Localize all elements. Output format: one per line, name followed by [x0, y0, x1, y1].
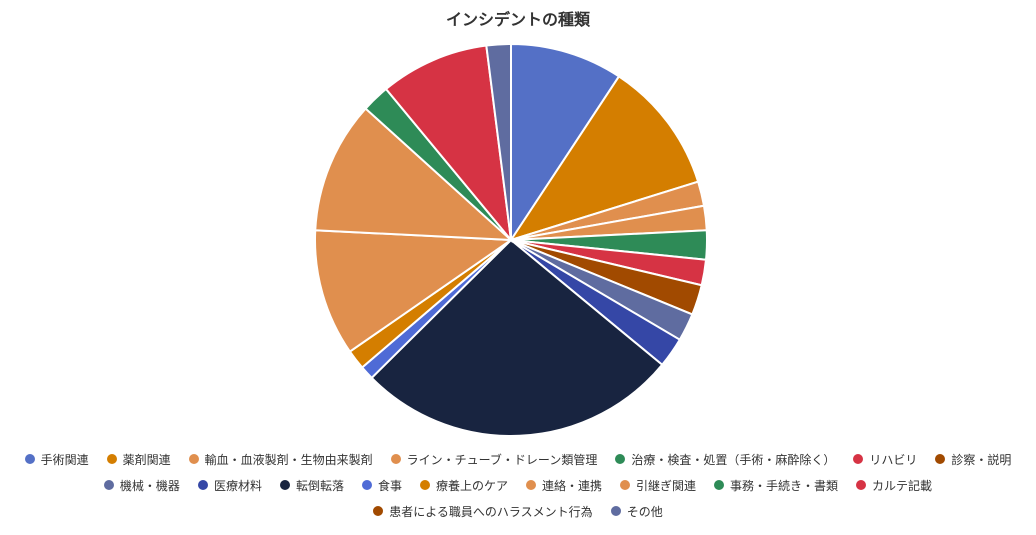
legend-marker: [935, 454, 946, 464]
legend-item[interactable]: カルテ記載: [856, 477, 932, 494]
legend-label: 薬剤関連: [122, 452, 171, 467]
legend-marker: [106, 454, 117, 464]
pie-slice[interactable]: [485, 42, 512, 241]
legend-label: リハビリ: [869, 452, 918, 467]
legend-row: 手術関連 薬剤関連 輸血・血液製剤・生物由来製剤 ライン・チューブ・ドレーン類管理 治療…: [10, 446, 1026, 472]
legend-marker: [615, 454, 626, 464]
legend-marker: [419, 480, 430, 490]
legend-label: 手術関連: [40, 452, 89, 467]
legend-label: その他: [626, 504, 663, 519]
legend-marker: [361, 480, 372, 490]
legend-row: 患者による職員へのハラスメント行為 その他: [10, 498, 1026, 524]
legend-label: カルテ記載: [872, 478, 933, 493]
legend-label: 食事: [377, 478, 402, 493]
legend-label: 輸血・血液製剤・生物由来製剤: [204, 452, 373, 467]
legend-item[interactable]: 連絡・連携: [526, 477, 602, 494]
legend-marker: [526, 480, 536, 490]
legend-label: 医療材料: [213, 478, 262, 493]
pie-slice[interactable]: [508, 75, 700, 242]
legend-label: 療養上のケア: [435, 478, 508, 493]
legend-label: 転倒転落: [295, 478, 344, 493]
legend-item[interactable]: 転倒転落: [279, 477, 344, 494]
legend-item[interactable]: 輸血・血液製剤・生物由来製剤: [188, 451, 373, 468]
legend-item[interactable]: その他: [610, 503, 663, 520]
legend-label: 治療・検査・処置（手術・麻酔除く）: [631, 452, 836, 467]
legend-label: ライン・チューブ・ドレーン類管理: [406, 452, 598, 467]
legend-item[interactable]: 患者による職員へのハラスメント行為: [373, 503, 593, 520]
legend-item[interactable]: 医療材料: [197, 477, 262, 494]
legend-label: 連絡・連携: [542, 478, 603, 493]
chart-title: インシデントの種類: [445, 10, 590, 29]
pie-slice[interactable]: [370, 238, 664, 437]
legend-marker: [390, 454, 401, 464]
legend-marker: [188, 454, 199, 464]
legend-marker: [103, 480, 114, 490]
legend: 手術関連 薬剤関連 輸血・血液製剤・生物由来製剤 ライン・チューブ・ドレーン類管理 治療…: [10, 446, 1026, 524]
legend-item[interactable]: 機械・機器: [103, 477, 180, 494]
legend-marker: [279, 480, 290, 490]
pie-slice[interactable]: [314, 107, 514, 242]
legend-marker: [620, 480, 631, 490]
legend-item[interactable]: ライン・チューブ・ドレーン類管理: [390, 451, 598, 468]
legend-marker: [373, 506, 384, 516]
legend-item[interactable]: 食事: [361, 477, 402, 494]
legend-label: 引継ぎ関連: [636, 478, 697, 493]
legend-marker: [714, 480, 725, 490]
pie-slice[interactable]: [314, 229, 514, 353]
legend-item[interactable]: 診察・説明: [935, 451, 1011, 468]
pie-slice[interactable]: [384, 44, 513, 244]
legend-label: 患者による職員へのハラスメント行為: [389, 504, 593, 519]
legend-item[interactable]: 療養上のケア: [419, 477, 508, 494]
legend-item[interactable]: 治療・検査・処置（手術・麻酔除く）: [615, 451, 835, 468]
legend-marker: [610, 506, 621, 516]
pie-chart: [314, 42, 708, 437]
legend-label: 診察・説明: [951, 452, 1012, 467]
legend-marker: [856, 480, 867, 490]
legend-label: 事務・手続き・書類: [730, 478, 839, 493]
legend-row: 機械・機器 医療材料 転倒転落 食事 療養上のケア 連絡・連携 引継ぎ関連 事務・手続き・書類…: [10, 472, 1026, 498]
legend-item[interactable]: リハビリ: [853, 451, 917, 468]
pie-slice[interactable]: [510, 42, 621, 244]
legend-item[interactable]: 引継ぎ関連: [620, 477, 696, 494]
legend-label: 機械・機器: [119, 478, 180, 493]
legend-marker: [853, 454, 864, 464]
legend-item[interactable]: 薬剤関連: [106, 451, 171, 468]
legend-marker: [24, 454, 35, 464]
legend-item[interactable]: 事務・手続き・書類: [714, 477, 838, 494]
legend-item[interactable]: 手術関連: [24, 451, 89, 468]
legend-marker: [197, 480, 208, 490]
